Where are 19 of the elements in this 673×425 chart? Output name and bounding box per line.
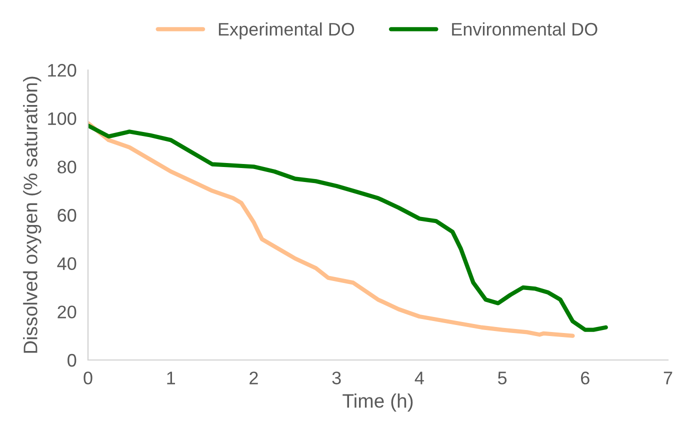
y-tick-label: 60 [58,208,76,222]
y-tick-label: 0 [68,354,76,367]
y-tick-label: 80 [58,160,76,174]
x-tick-label: 6 [581,372,590,384]
legend-label: Experimental DO [218,22,354,40]
x-tick-label: 0 [84,372,92,384]
y-tick-label: 100 [48,112,76,126]
x-tick-label: 5 [498,372,507,384]
x-tick-label: 2 [250,372,258,384]
x-tick-label: 7 [664,372,672,384]
y-tick-label: 40 [57,257,76,270]
y-tick-label: 20 [58,306,76,318]
x-tick-label: 3 [332,372,341,384]
y-axis-title: Dissolved oxygen (% saturation) [23,76,42,353]
x-tick-label: 4 [414,372,424,384]
legend-label: Environmental DO [452,22,598,36]
y-tick-label: 120 [48,64,76,77]
x-axis-title: Time (h) [342,394,413,412]
x-tick-label: 1 [167,372,175,384]
